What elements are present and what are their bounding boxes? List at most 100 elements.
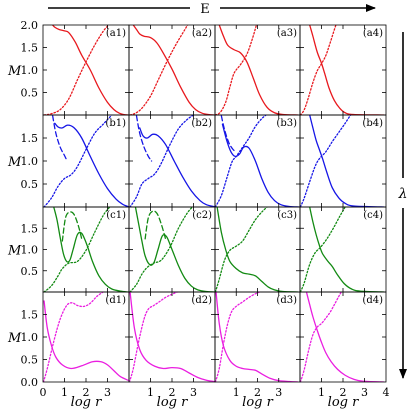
solid-curve — [129, 292, 215, 382]
panel-label: (b2) — [191, 118, 212, 129]
x-tick-label: 0 — [40, 386, 47, 399]
panel-d1: (d1) — [42, 291, 130, 383]
x-tick-label: 2 — [340, 386, 347, 399]
solid-curve — [309, 207, 385, 292]
solid-curve — [309, 115, 385, 207]
dashed-curve — [52, 115, 68, 161]
panel-label: (b1) — [105, 118, 126, 129]
x-tick-label: 3 — [275, 386, 282, 399]
panel-curves — [300, 115, 385, 207]
dashed-curve — [135, 115, 153, 162]
y-tick-label: 0.0 — [21, 376, 39, 389]
x-tick-label: 2 — [169, 386, 176, 399]
panel-curves — [129, 207, 215, 292]
y-tick-label: 0.5 — [21, 265, 39, 278]
panel-curves — [215, 207, 299, 292]
panel-label: (d4) — [362, 295, 383, 306]
dotted-curve — [43, 25, 110, 115]
y-tick-label: 1.0 — [21, 244, 39, 257]
energy-arrow: E — [48, 0, 376, 17]
panel-curves — [215, 115, 300, 207]
panel-label: (a3) — [277, 28, 297, 39]
panel-label: (c1) — [106, 210, 126, 221]
panel-curves — [43, 292, 129, 382]
dashed-curve — [144, 210, 167, 240]
panel-label: (d3) — [276, 295, 297, 306]
panel-curves — [129, 115, 215, 207]
dotted-curve — [129, 115, 195, 207]
energy-label: E — [200, 2, 210, 17]
panel-label: (c2) — [192, 210, 212, 221]
x-tick-label: 1 — [147, 386, 154, 399]
y-tick-label: 1.0 — [21, 64, 39, 77]
x-tick-label: 2 — [254, 386, 261, 399]
panel-a2: (a2) — [128, 24, 216, 116]
dotted-curve — [300, 207, 346, 292]
panel-label: (c4) — [363, 210, 383, 221]
dotted-curve — [300, 115, 352, 207]
panel-d2: (d2) — [128, 291, 216, 383]
solid-curve — [305, 292, 385, 382]
x-tick-label: 1 — [61, 386, 68, 399]
y-tick-label: 1.0 — [21, 155, 39, 168]
panel-curves — [300, 25, 385, 115]
y-tick-label: 1.5 — [21, 132, 39, 145]
dotted-curve — [129, 292, 179, 382]
dotted-curve — [129, 25, 189, 115]
panel-curves — [43, 207, 129, 292]
panel-b4: (b4) — [299, 114, 387, 208]
solid-curve — [221, 123, 300, 207]
y-axis-label: M — [7, 155, 22, 170]
x-tick-label: 2 — [83, 386, 90, 399]
panel-label: (a2) — [192, 28, 212, 39]
y-tick-label: 0.5 — [21, 354, 39, 367]
dotted-curve — [43, 115, 113, 207]
dotted-curve — [43, 292, 104, 382]
dotted-curve — [43, 207, 111, 292]
dashed-curve — [220, 115, 237, 153]
panel-b2: (b2) — [128, 114, 216, 208]
dotted-curve — [215, 25, 258, 115]
panel-d3: (d3) — [214, 291, 301, 383]
y-axis-label: M — [7, 244, 22, 259]
axis-text: 2.0 1.5 1.0 0.5 M 1.5 1.0 0.5 M 1.5 1.0 0.5 M 1.5 1.0 0… — [7, 19, 390, 410]
x-tick-label: 3 — [190, 386, 197, 399]
panel-label: (b4) — [362, 118, 383, 129]
y-tick-label: 1.5 — [21, 309, 39, 322]
panel-curves — [300, 292, 385, 382]
panel-label: (b3) — [276, 118, 297, 129]
dotted-curve — [215, 207, 268, 292]
panel-label: (a1) — [106, 28, 126, 39]
x-tick-label: 3 — [361, 386, 368, 399]
dashed-curve — [61, 211, 83, 242]
x-tick-label: 4 — [383, 386, 390, 399]
energy-label-bg — [190, 0, 220, 16]
panel-b1: (b1) — [42, 114, 130, 208]
y-tick-label: 0.5 — [21, 178, 39, 191]
panel-curves — [43, 25, 129, 115]
solid-curve — [43, 300, 129, 381]
y-axis-label: M — [7, 64, 22, 79]
lambda-label: λ — [398, 186, 408, 202]
solid-curve — [53, 207, 129, 292]
x-axis-label: log r — [71, 395, 102, 410]
panel-c4: (c4) — [299, 206, 387, 293]
solid-curve — [309, 25, 385, 115]
panel-curves — [129, 25, 215, 115]
dotted-curve — [215, 115, 267, 207]
x-axis-label: log r — [157, 395, 188, 410]
panel-b3: (b3) — [214, 114, 301, 208]
panel-curves — [43, 115, 129, 207]
dotted-curve — [300, 292, 342, 382]
solid-curve — [54, 122, 129, 207]
panel-label: (d1) — [105, 295, 126, 306]
y-tick-label: 1.5 — [21, 222, 39, 235]
panel-label: (d2) — [191, 295, 212, 306]
y-tick-label: 1.0 — [21, 331, 39, 344]
x-axis-label: log r — [242, 395, 273, 410]
solid-curve — [139, 127, 215, 207]
panel-c2: (c2) — [128, 206, 216, 293]
dotted-curve — [129, 207, 194, 292]
panel-c1: (c1) — [42, 206, 130, 293]
